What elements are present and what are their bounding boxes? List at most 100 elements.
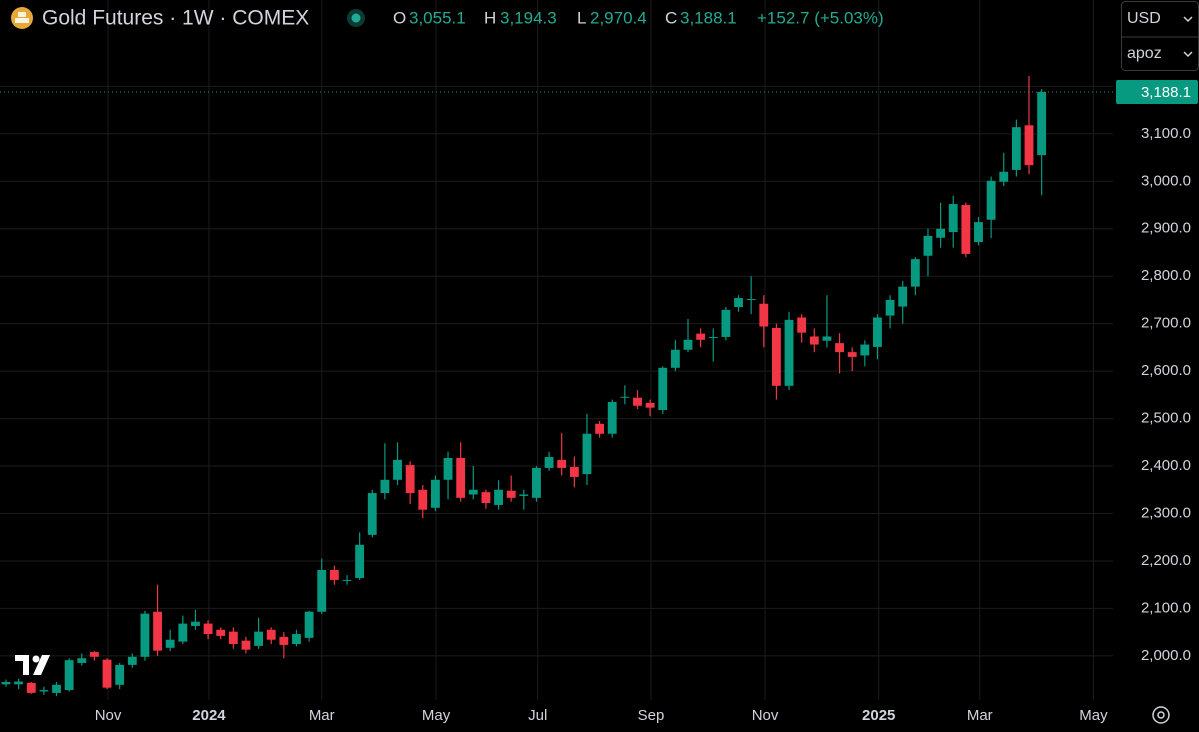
candle-body <box>405 465 415 494</box>
candle-body <box>127 656 137 665</box>
plot-area <box>0 0 1113 700</box>
candle-body <box>102 659 112 688</box>
candle-body <box>708 336 718 338</box>
logo-bar <box>18 12 26 17</box>
candle-body <box>658 367 668 411</box>
last-price-label: 3,188.1 <box>1141 84 1191 101</box>
y-tick-label: 2,400.0 <box>1141 457 1191 474</box>
y-tick-label: 2,500.0 <box>1141 410 1191 427</box>
x-tick-label: May <box>422 707 451 724</box>
candle-body <box>481 492 491 504</box>
candle-body <box>26 682 36 693</box>
candle-body <box>393 459 402 480</box>
candle-body <box>620 396 630 398</box>
logo-bar <box>15 18 29 23</box>
candle-body <box>519 494 529 496</box>
candle-body <box>443 457 453 480</box>
candle-body <box>544 457 554 468</box>
unit[interactable]: apoz <box>1127 45 1162 62</box>
candle-body <box>696 333 706 340</box>
candle-body <box>759 303 769 327</box>
gear[interactable] <box>1152 706 1170 724</box>
candle-body <box>418 489 428 510</box>
ohlc-value: 3,055.1 <box>409 8 466 27</box>
candle-body <box>607 401 617 434</box>
y-tick-label: 2,800.0 <box>1141 267 1191 284</box>
last-price-box <box>1116 80 1198 105</box>
candle-body <box>961 205 971 254</box>
candle-body <box>784 319 794 386</box>
candle-body <box>847 352 857 357</box>
chevron <box>1183 16 1193 23</box>
y-tick-label: 3,100.0 <box>1141 125 1191 142</box>
candle-body <box>569 466 579 477</box>
logo-part <box>32 655 40 663</box>
candle-body <box>595 423 605 434</box>
currency-control[interactable]: USD apoz <box>1121 1 1199 71</box>
candle-body <box>822 336 832 341</box>
candle-body <box>52 684 61 693</box>
candle-body <box>329 569 339 580</box>
x-tick-label: Mar <box>309 707 335 724</box>
ohlc-key: H <box>484 8 496 27</box>
status-dot <box>351 13 361 23</box>
candle-body <box>39 690 49 692</box>
candle-body <box>873 317 882 347</box>
candle-body <box>266 629 276 640</box>
candle-body <box>203 623 213 635</box>
candle-body <box>532 467 541 498</box>
candle-body <box>456 457 466 498</box>
tv-logo <box>15 655 50 675</box>
candle-body <box>241 640 251 650</box>
ohlc-key: O <box>393 8 406 27</box>
candle-body <box>430 479 440 508</box>
chevron <box>1183 51 1193 58</box>
ohlc-value: 3,194.3 <box>500 8 557 27</box>
candle-body <box>860 344 870 356</box>
candle-body <box>898 286 908 307</box>
candle-body <box>115 664 125 685</box>
y-tick-label: 2,600.0 <box>1141 362 1191 379</box>
candle-body <box>342 579 352 581</box>
ohlc-value: 3,188.1 <box>680 8 737 27</box>
candle-body <box>279 636 289 645</box>
candle-body <box>885 299 895 316</box>
candle-body <box>304 611 314 638</box>
candle-body <box>746 298 756 300</box>
candle-body <box>191 621 200 626</box>
candle-body <box>1 681 11 685</box>
y-tick-label: 2,100.0 <box>1141 599 1191 616</box>
candle-body <box>771 327 781 386</box>
candle-body <box>683 339 693 350</box>
candle-body <box>77 658 87 663</box>
header: Gold Futures · 1W · COMEX O 3,055.1 H 3,194… <box>11 7 884 30</box>
candle-body <box>557 459 567 468</box>
candle-body <box>178 623 188 642</box>
logo-part <box>33 655 50 675</box>
x-tick-label: Mar <box>967 707 993 724</box>
candle-body <box>317 569 327 612</box>
candle-body <box>292 634 301 644</box>
candle-body <box>948 204 958 233</box>
candle-body <box>165 639 175 648</box>
y-tick-label: 2,700.0 <box>1141 315 1191 332</box>
y-tick-label: 2,300.0 <box>1141 504 1191 521</box>
x-tick-label: May <box>1079 707 1108 724</box>
y-tick-label: 2,000.0 <box>1141 647 1191 664</box>
candle-body <box>670 349 680 368</box>
currency[interactable]: USD <box>1127 10 1161 27</box>
symbol-title[interactable]: Gold Futures · 1W · COMEX <box>42 7 309 30</box>
candle-body <box>140 613 150 657</box>
settings-icon[interactable] <box>1152 706 1170 724</box>
change: +152.7 (+5.03%) <box>757 8 884 27</box>
candle-body <box>633 397 642 406</box>
ohlc-key: C <box>665 8 677 27</box>
candle-body <box>1037 92 1047 156</box>
candle-body <box>645 402 655 408</box>
candle-body <box>355 544 365 579</box>
axes: 2,000.0 2,100.0 2,200.0 2,300.0 2,400.0 2,500… <box>95 77 1198 724</box>
candle-body <box>1024 125 1034 166</box>
